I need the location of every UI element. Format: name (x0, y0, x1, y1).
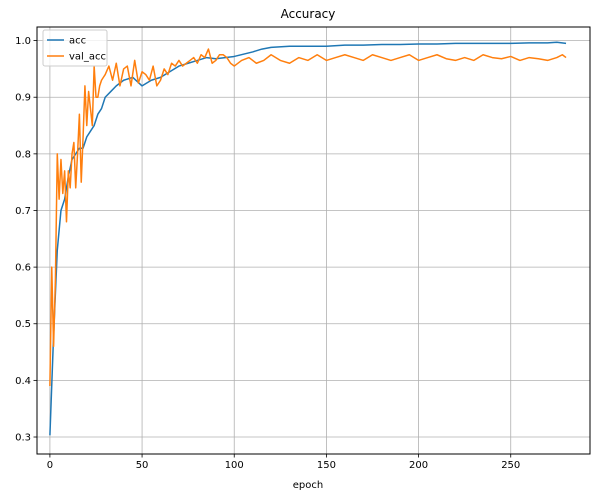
legend: acc val_acc (42, 29, 108, 67)
legend-label: val_acc (69, 52, 106, 63)
x-tick-label: 200 (409, 460, 428, 471)
legend-label: acc (69, 36, 86, 47)
y-tick-label: 0.8 (15, 149, 31, 160)
series-line-acc (49, 41, 567, 436)
series-layer (49, 41, 567, 436)
y-tick-label: 0.5 (15, 319, 31, 330)
ticks: 0 50 100 150 200 250 0.3 0.4 0.5 0.6 0.7 0.8 0.9 1.0 (15, 36, 520, 471)
x-tick-label: 100 (225, 460, 244, 471)
x-tick-label: 50 (136, 460, 149, 471)
y-tick-label: 0.7 (15, 206, 31, 217)
x-tick-label: 250 (501, 460, 520, 471)
x-tick-label: 0 (47, 460, 53, 471)
x-axis-label: epoch (293, 480, 323, 491)
chart-title: Accuracy (281, 7, 336, 21)
y-tick-label: 0.6 (15, 263, 31, 274)
y-tick-label: 1.0 (15, 36, 31, 47)
x-tick-label: 150 (317, 460, 336, 471)
plot-area-frame (36, 26, 591, 455)
series-line-val-acc (49, 48, 567, 387)
grid (37, 27, 590, 454)
y-tick-label: 0.3 (15, 433, 31, 444)
y-tick-label: 0.9 (15, 93, 31, 104)
legend-box (42, 29, 108, 67)
y-tick-label: 0.4 (15, 376, 31, 387)
